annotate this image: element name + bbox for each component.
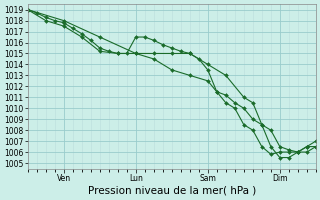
X-axis label: Pression niveau de la mer( hPa ): Pression niveau de la mer( hPa ) xyxy=(88,186,256,196)
